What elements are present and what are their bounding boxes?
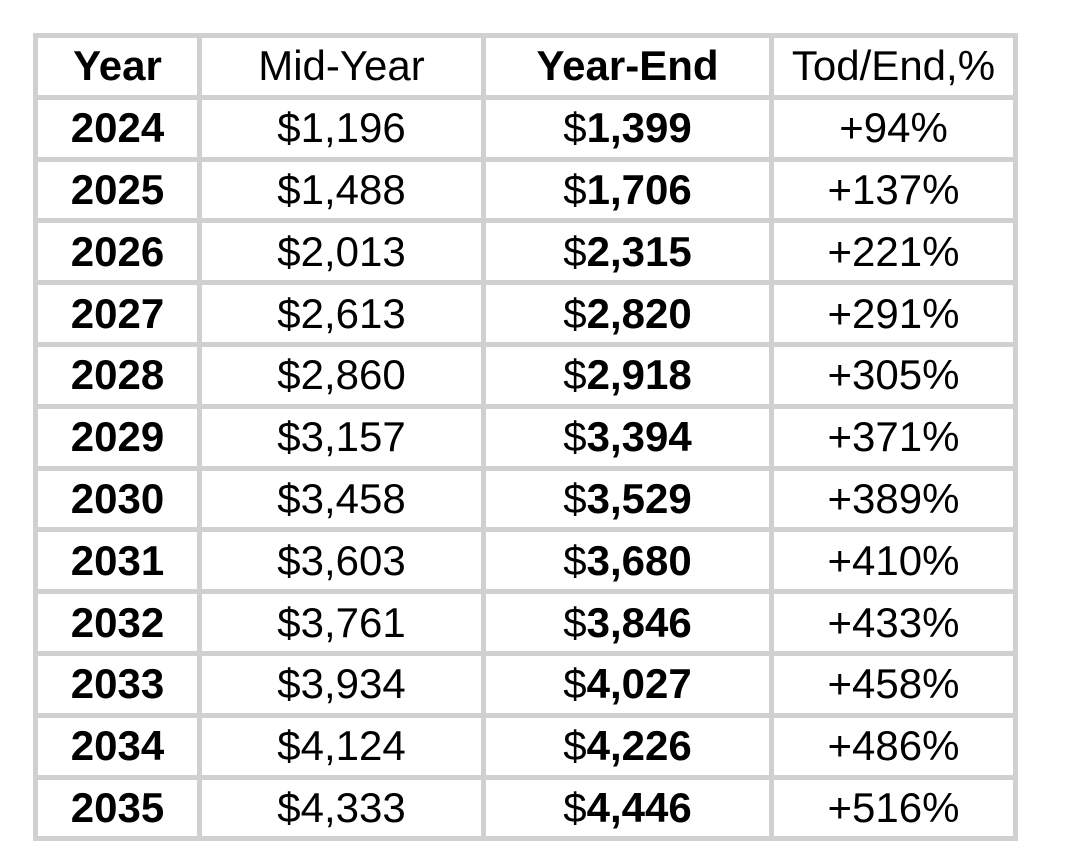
year-end-cell: $3,529 [481,465,774,533]
year-end-amount: 1,399 [586,104,692,152]
tod-end-cell: +371% [769,403,1018,471]
table-row: 2029 $3,157 $3,394 +371% [33,403,1018,471]
year-cell: 2025 [33,156,202,224]
year-end-amount: 4,226 [586,722,692,770]
tod-end-cell: +94% [769,94,1018,162]
year-cell: 2029 [33,403,202,471]
year-end-amount: 4,446 [586,783,692,831]
year-end-cell: $4,446 [481,774,774,842]
currency-symbol: $ [563,289,587,337]
currency-symbol: $ [563,536,587,584]
year-end-amount: 4,027 [586,660,692,708]
header-year: Year [33,33,202,100]
currency-symbol: $ [563,413,587,461]
year-end-cell: $3,680 [481,527,774,595]
table-row: 2027 $2,613 $2,820 +291% [33,280,1018,347]
year-cell: 2035 [33,774,202,842]
year-end-cell: $1,706 [481,156,774,224]
year-end-cell: $3,394 [481,403,774,471]
mid-year-cell: $3,458 [197,465,486,533]
table-row: 2028 $2,860 $2,918 +305% [33,341,1018,409]
currency-symbol: $ [563,227,587,275]
year-cell: 2033 [33,650,202,718]
table-header: Year Mid-Year Year-End Tod/End,% [33,33,1018,100]
year-end-cell: $2,315 [481,218,774,286]
year-end-amount: 3,846 [586,598,692,646]
year-end-amount: 2,820 [586,289,692,337]
year-end-amount: 3,529 [586,474,692,522]
header-year-end: Year-End [481,33,774,100]
year-cell: 2024 [33,94,202,162]
mid-year-cell: $2,013 [197,218,486,286]
currency-symbol: $ [563,660,587,708]
mid-year-cell: $2,860 [197,341,486,409]
year-cell: 2034 [33,712,202,780]
currency-symbol: $ [563,722,587,770]
currency-symbol: $ [563,104,587,152]
year-end-cell: $4,027 [481,650,774,718]
year-end-cell: $4,226 [481,712,774,780]
year-cell: 2030 [33,465,202,533]
mid-year-cell: $3,157 [197,403,486,471]
projection-table: Year Mid-Year Year-End Tod/End,% 2024 $1… [33,33,1018,842]
year-cell: 2028 [33,341,202,409]
year-cell: 2026 [33,218,202,286]
tod-end-cell: +410% [769,527,1018,595]
year-cell: 2027 [33,280,202,347]
tod-end-cell: +305% [769,341,1018,409]
mid-year-cell: $3,934 [197,650,486,718]
tod-end-cell: +486% [769,712,1018,780]
table-row: 2031 $3,603 $3,680 +410% [33,527,1018,595]
table-row: 2024 $1,196 $1,399 +94% [33,94,1018,162]
tod-end-cell: +291% [769,280,1018,347]
header-row: Year Mid-Year Year-End Tod/End,% [33,33,1018,100]
year-end-cell: $2,820 [481,280,774,347]
mid-year-cell: $3,603 [197,527,486,595]
year-end-cell: $3,846 [481,589,774,656]
currency-symbol: $ [563,783,587,831]
currency-symbol: $ [563,351,587,399]
table-row: 2033 $3,934 $4,027 +458% [33,650,1018,718]
table-row: 2025 $1,488 $1,706 +137% [33,156,1018,224]
year-end-amount: 2,918 [586,351,692,399]
mid-year-cell: $4,124 [197,712,486,780]
year-end-amount: 2,315 [586,227,692,275]
year-end-cell: $2,918 [481,341,774,409]
tod-end-cell: +137% [769,156,1018,224]
currency-symbol: $ [563,474,587,522]
mid-year-cell: $1,196 [197,94,486,162]
mid-year-cell: $1,488 [197,156,486,224]
table-row: 2030 $3,458 $3,529 +389% [33,465,1018,533]
tod-end-cell: +389% [769,465,1018,533]
header-mid-year: Mid-Year [197,33,486,100]
tod-end-cell: +458% [769,650,1018,718]
tod-end-cell: +433% [769,589,1018,656]
currency-symbol: $ [563,165,587,213]
table-body: 2024 $1,196 $1,399 +94% 2025 $1,488 $1,7… [33,94,1018,842]
year-cell: 2031 [33,527,202,595]
table-row: 2032 $3,761 $3,846 +433% [33,589,1018,656]
mid-year-cell: $3,761 [197,589,486,656]
year-end-amount: 3,394 [586,413,692,461]
table-row: 2026 $2,013 $2,315 +221% [33,218,1018,286]
currency-symbol: $ [563,598,587,646]
mid-year-cell: $2,613 [197,280,486,347]
year-end-amount: 1,706 [586,165,692,213]
mid-year-cell: $4,333 [197,774,486,842]
year-end-amount: 3,680 [586,536,692,584]
year-cell: 2032 [33,589,202,656]
tod-end-cell: +516% [769,774,1018,842]
header-tod-end-pct: Tod/End,% [769,33,1018,100]
table-row: 2035 $4,333 $4,446 +516% [33,774,1018,842]
tod-end-cell: +221% [769,218,1018,286]
table-row: 2034 $4,124 $4,226 +486% [33,712,1018,780]
year-end-cell: $1,399 [481,94,774,162]
